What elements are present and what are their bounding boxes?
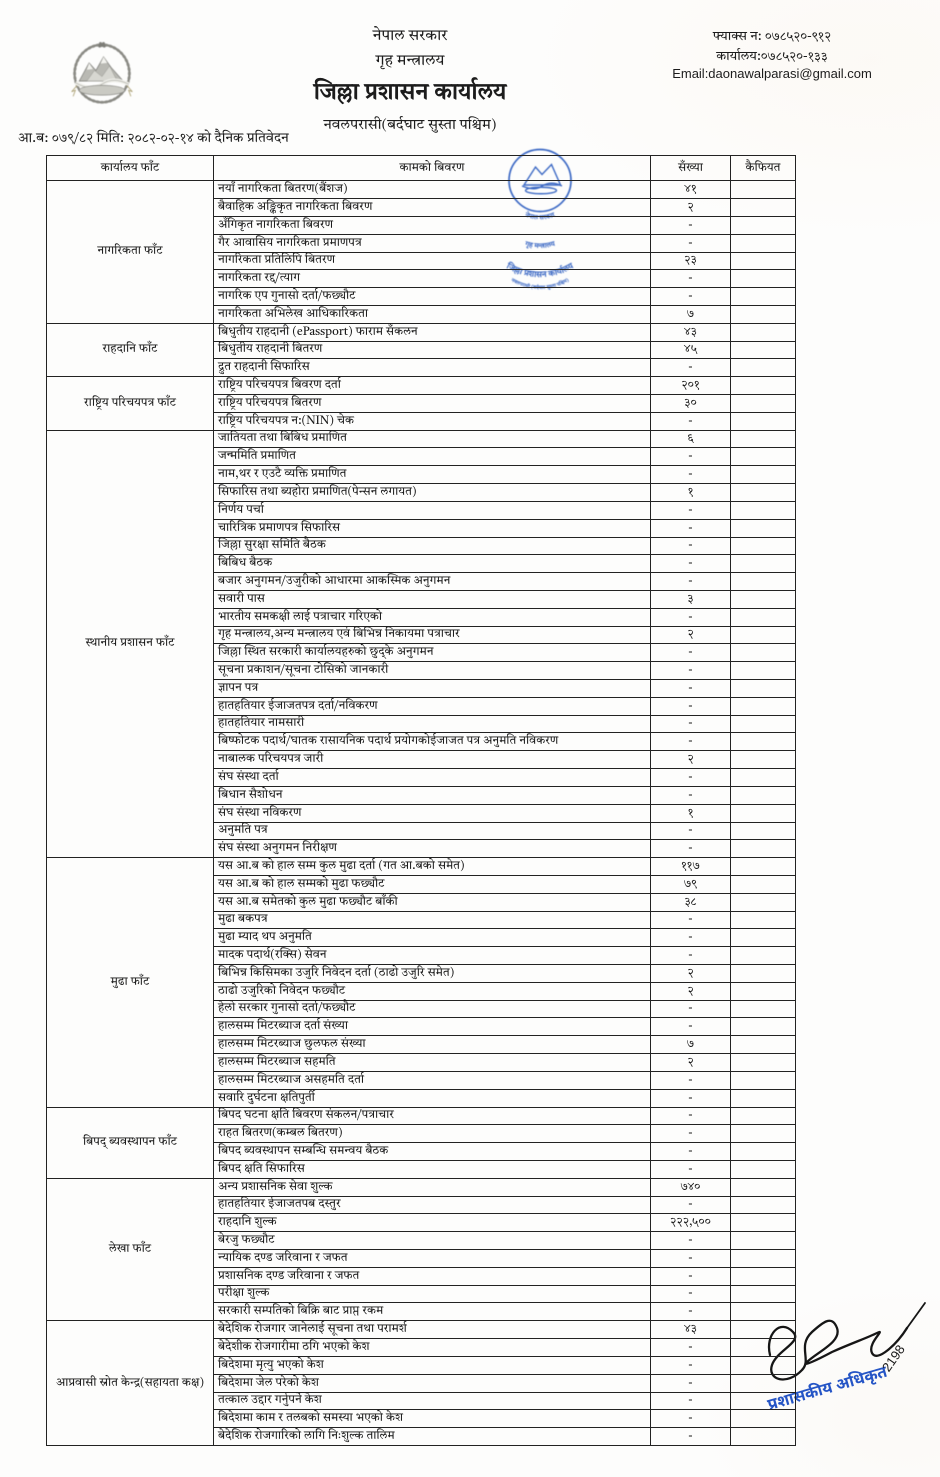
svg-text:2198: 2198 [879, 1342, 908, 1374]
